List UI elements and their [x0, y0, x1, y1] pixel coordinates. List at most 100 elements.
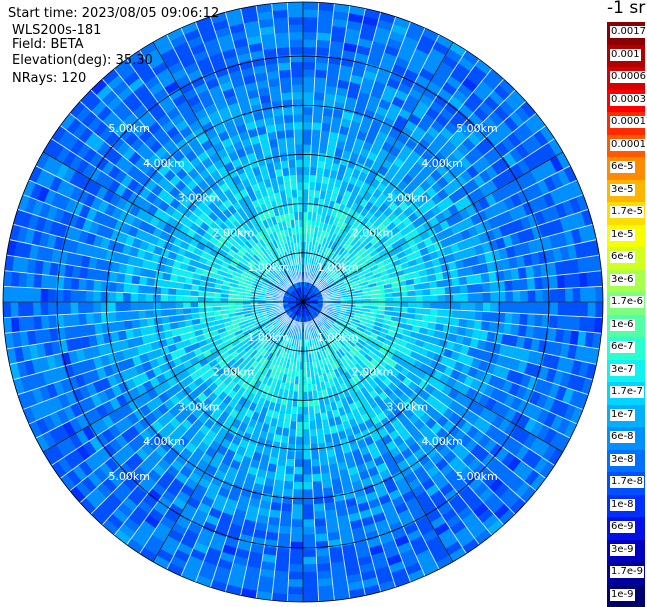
beta-cell [220, 335, 230, 343]
beta-cell [133, 408, 146, 421]
beta-cell [113, 371, 125, 385]
beta-cell [472, 403, 485, 417]
beta-cell [320, 130, 330, 139]
beta-cell [443, 227, 454, 238]
beta-cell [534, 351, 546, 367]
ray-gap [195, 320, 297, 583]
beta-cell [345, 352, 354, 361]
beta-cell [313, 267, 319, 275]
ray-gap [13, 306, 284, 381]
beta-cell [346, 504, 360, 515]
beta-cell [70, 402, 83, 418]
beta-cell [523, 417, 537, 434]
beta-cell [313, 99, 325, 109]
beta-cell [168, 280, 178, 289]
beta-cell [407, 569, 425, 583]
beta-cell [530, 167, 544, 183]
beta-cell [303, 399, 309, 407]
beta-cell [283, 481, 294, 490]
beta-cell [175, 288, 184, 296]
ray-gap [3, 302, 284, 319]
beta-cell [21, 345, 32, 362]
beta-cell [211, 533, 227, 545]
beta-cell [370, 302, 378, 306]
beta-cell [114, 241, 125, 254]
beta-cell [459, 434, 472, 448]
beta-cell [269, 85, 281, 95]
beta-cell [31, 358, 43, 374]
beta-cell [382, 217, 393, 227]
beta-cell [143, 48, 161, 63]
beta-cell [171, 267, 180, 276]
beta-cell [290, 541, 303, 550]
beta-cell [81, 111, 97, 128]
beta-cell [503, 323, 512, 335]
beta-cell [145, 166, 159, 180]
beta-cell [53, 380, 65, 397]
beta-cell [261, 171, 270, 181]
beta-cell [49, 159, 63, 176]
beta-cell [378, 381, 388, 392]
beta-cell [146, 242, 156, 254]
beta-cell [291, 189, 298, 198]
beta-cell [319, 244, 325, 253]
beta-cell [263, 178, 272, 188]
beta-cell [472, 429, 485, 444]
beta-cell [407, 290, 416, 297]
beta-cell [196, 227, 206, 237]
beta-cell [184, 319, 193, 327]
beta-cell [332, 273, 340, 280]
beta-cell [189, 156, 202, 168]
beta-cell [538, 366, 550, 381]
beta-cell [78, 313, 87, 326]
beta-cell [382, 117, 395, 129]
beta-cell [319, 190, 327, 200]
beta-cell [337, 283, 345, 289]
beta-cell [589, 347, 600, 365]
beta-cell [331, 309, 340, 314]
beta-cell [391, 528, 407, 541]
beta-cell [69, 101, 86, 118]
beta-cell [313, 92, 325, 101]
beta-cell [323, 288, 331, 293]
beta-cell [143, 342, 154, 353]
beta-cell [289, 337, 294, 346]
beta-cell [84, 456, 99, 472]
beta-cell [225, 498, 239, 509]
beta-cell [252, 451, 263, 462]
beta-cell [320, 271, 327, 279]
beta-cell [134, 434, 147, 448]
beta-cell [247, 237, 256, 247]
beta-cell [331, 568, 347, 578]
beta-cell [194, 108, 208, 121]
ray-gap [320, 165, 571, 294]
beta-cell [288, 304, 296, 308]
beta-cell [503, 471, 519, 488]
beta-cell [382, 377, 393, 387]
beta-cell [258, 576, 274, 586]
beta-cell [486, 131, 502, 147]
beta-cell [342, 42, 358, 53]
beta-cell [48, 302, 56, 316]
beta-cell [477, 80, 494, 96]
beta-cell [391, 240, 401, 250]
beta-cell [326, 267, 334, 275]
beta-cell [515, 255, 526, 268]
beta-cell [166, 107, 181, 120]
beta-cell [312, 390, 319, 399]
beta-cell [317, 24, 332, 34]
range-ring [56, 55, 550, 549]
beta-cell [331, 251, 339, 260]
beta-cell [241, 243, 250, 252]
beta-cell [299, 242, 303, 250]
beta-cell [435, 323, 444, 332]
beta-cell [563, 421, 578, 439]
beta-cell [300, 287, 303, 295]
beta-cell [145, 369, 156, 381]
beta-cell [479, 263, 489, 274]
beta-cell [133, 466, 148, 481]
beta-cell [347, 360, 355, 369]
beta-cell [231, 322, 240, 329]
beta-cell [102, 477, 118, 493]
beta-cell [69, 486, 86, 503]
